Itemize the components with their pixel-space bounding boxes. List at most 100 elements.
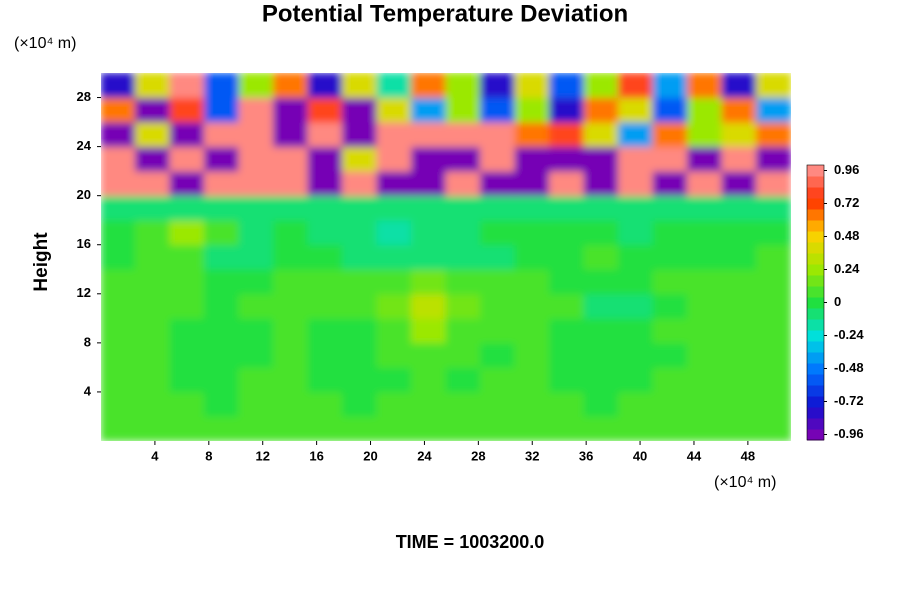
field-cell [238,293,274,319]
field-cell [618,268,654,295]
x-tick-label: 16 [309,448,323,463]
field-cell [652,146,688,172]
field-cell [273,268,309,295]
field-cell [618,293,654,319]
field-cell [652,170,688,197]
field-cell [549,97,585,123]
field-cell [687,268,723,295]
field-cell [618,146,654,172]
field-cell [204,366,240,393]
field-cell [342,121,378,148]
colorbar-band [807,396,824,408]
field-cell [204,170,240,197]
field-cell [514,146,550,172]
field-cell [342,268,378,295]
x-tick-label: 28 [471,448,485,463]
y-unit: (×10⁴ m) [14,35,76,52]
field-cell [583,244,619,270]
field-cell [376,293,412,319]
field-cell [238,146,274,172]
field-cell [687,121,723,148]
x-tick-label: 44 [687,448,702,463]
field-cell [687,415,723,441]
colorbar-tick-label: -0.24 [834,327,864,342]
field-cell [376,415,412,441]
field-cell [687,366,723,393]
field-cell [652,415,688,441]
field-cell [583,342,619,368]
field-cell [618,219,654,246]
field-cell [618,97,654,123]
field-cell [721,146,757,172]
x-tick-label: 8 [205,448,212,463]
field-cell [514,121,550,148]
colorbar-band [807,330,824,342]
field-cell [514,195,550,221]
field-cell [135,73,171,99]
field-cell [583,415,619,441]
x-unit: (×10⁴ m) [714,474,776,491]
field-cell [583,293,619,319]
colorbar-band [807,165,824,177]
colorbar-tick-label: 0 [834,294,841,309]
field-cell [583,97,619,123]
colorbar-band [807,220,824,232]
x-tick-label: 4 [151,448,159,463]
field-cell [514,317,550,344]
x-tick-label: 20 [363,448,377,463]
field-cell [307,244,343,270]
field-cell [411,366,447,393]
colorbar-tick-label: -0.72 [834,393,864,408]
field-cell [514,293,550,319]
colorbar-band [807,209,824,221]
field-cell [549,391,585,417]
field-cell [238,391,274,417]
field-cell [756,219,791,246]
field-cell [169,121,205,148]
field-cell [101,366,136,393]
field-cell [101,391,136,417]
field-cell [273,146,309,172]
field-cell [101,415,136,441]
field-cell [445,317,481,344]
colorbar-tick-label: 0.24 [834,261,860,276]
field-cell [583,317,619,344]
field-cell [583,170,619,197]
field-cell [583,219,619,246]
field-cell [480,391,516,417]
field-cell [135,97,171,123]
field-cell [514,366,550,393]
field-cell [204,195,240,221]
field-cell [376,73,412,99]
field-cell [135,170,171,197]
field-cell [135,244,171,270]
field-cell [342,195,378,221]
field-cell [687,391,723,417]
field-cell [342,146,378,172]
field-cell [238,268,274,295]
field-cell [135,391,171,417]
field-cell [514,342,550,368]
field-cell [204,121,240,148]
field-cell [549,219,585,246]
field-cell [342,293,378,319]
field-cell [618,244,654,270]
field-cell [169,146,205,172]
y-tick-label: 4 [84,383,92,398]
field-cell [480,219,516,246]
field-cell [652,97,688,123]
field-cell [480,293,516,319]
colorbar-band [807,264,824,276]
field-cell [583,73,619,99]
colorbar-band [807,418,824,430]
field-cell [342,415,378,441]
x-tick-label: 48 [741,448,755,463]
field-cell [273,121,309,148]
field-cell [445,342,481,368]
field-cell [307,268,343,295]
field-cell [135,195,171,221]
field-cell [411,73,447,99]
colorbar-band [807,253,824,265]
field-cell [687,293,723,319]
field-cell [342,317,378,344]
